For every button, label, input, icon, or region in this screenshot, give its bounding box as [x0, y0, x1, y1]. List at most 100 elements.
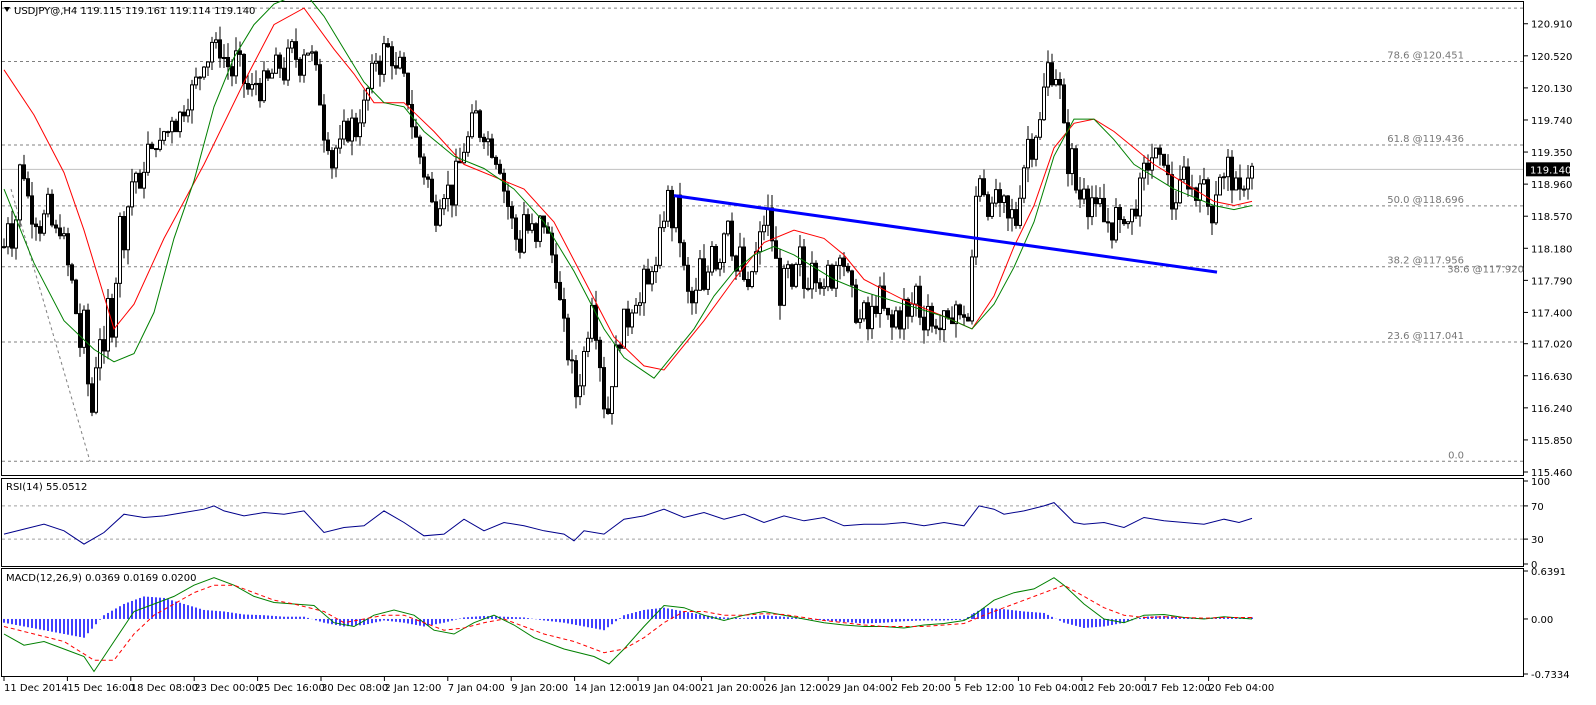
candle-body: [854, 284, 858, 323]
candle-body: [910, 303, 914, 317]
candle-body: [582, 350, 586, 387]
candle-body: [386, 43, 390, 48]
candle-body: [1122, 219, 1126, 225]
candle-body: [802, 246, 806, 289]
candle-body: [982, 178, 986, 196]
candle-body: [810, 262, 814, 290]
candle-body: [1086, 188, 1090, 218]
candle-body: [222, 56, 226, 59]
candle-body: [958, 304, 962, 316]
candle-body: [1218, 176, 1222, 196]
price-axis-label: 118.570: [1531, 212, 1572, 223]
candle-body: [350, 117, 354, 142]
candle-body: [522, 214, 526, 253]
candle-body: [870, 305, 874, 330]
candle-body: [1246, 177, 1250, 190]
fib-swing-line: [10, 188, 91, 462]
candle-body: [206, 61, 210, 68]
candle-body: [66, 233, 70, 266]
candle-body: [814, 262, 818, 284]
candle-body: [678, 194, 682, 244]
candle-body: [354, 117, 358, 138]
candle-body: [638, 302, 642, 306]
candle-body: [170, 120, 174, 133]
candle-body: [1194, 187, 1198, 201]
fib-extra-label: 38.6 @117.920: [1447, 265, 1524, 276]
candle-body: [1002, 195, 1006, 203]
price-axis-label: 120.910: [1531, 20, 1572, 31]
candle-body: [486, 138, 490, 143]
time-axis-label: 21 Jan 20:00: [701, 683, 764, 694]
candle-body: [1058, 78, 1062, 86]
fib-level-label: 38.2 @117.956: [1387, 256, 1464, 267]
current-price-text: 119.140: [1530, 165, 1571, 176]
candle-body: [1026, 138, 1030, 169]
candle-body: [1230, 156, 1234, 191]
candle-body: [234, 50, 238, 77]
candle-body: [74, 279, 78, 315]
candle-body: [142, 171, 146, 189]
price-axis-label: 118.180: [1531, 244, 1572, 255]
candle-body: [218, 39, 222, 59]
candle-body: [1126, 221, 1130, 225]
candle-body: [410, 103, 414, 128]
macd-axis-label: -0.7334: [1531, 670, 1570, 681]
candle-body: [262, 70, 266, 102]
candle-body: [1074, 148, 1078, 191]
candle-body: [970, 256, 974, 322]
candle-body: [942, 310, 946, 331]
candle-body: [1066, 122, 1070, 175]
candle-body: [578, 385, 582, 398]
candle-body: [442, 198, 446, 210]
candle-body: [1242, 188, 1246, 191]
candle-body: [886, 307, 890, 316]
time-axis-label: 23 Dec 00:00: [194, 683, 261, 694]
candle-body: [858, 318, 862, 323]
candle-body: [530, 223, 534, 231]
candle-body: [390, 46, 394, 67]
rsi-axis-label: 100: [1531, 477, 1550, 488]
triangle-down-icon[interactable]: [4, 7, 10, 12]
candle-body: [718, 262, 722, 270]
candle-body: [454, 160, 458, 206]
candle-body: [394, 65, 398, 69]
candle-body: [962, 314, 966, 318]
candle-body: [1070, 148, 1074, 175]
candle-body: [474, 110, 478, 114]
candle-body: [294, 41, 298, 60]
time-axis-label: 11 Dec 2014: [4, 683, 68, 694]
candle-body: [874, 305, 878, 314]
candle-body: [842, 257, 846, 267]
candle-body: [186, 109, 190, 117]
candle-body: [906, 298, 910, 317]
candle-body: [598, 339, 602, 369]
candle-body: [1010, 209, 1014, 219]
price-axis-label: 119.350: [1531, 148, 1572, 159]
candle-body: [314, 51, 318, 66]
candle-body: [466, 136, 470, 153]
candle-body: [278, 54, 282, 69]
candle-body: [514, 217, 518, 240]
candle-body: [538, 215, 542, 242]
candle-body: [818, 282, 822, 289]
candle-body: [726, 220, 730, 235]
macd-main-line: [3, 577, 1253, 673]
candle-body: [362, 99, 366, 124]
rsi-pane: 100 70 30 0: [2, 477, 1550, 571]
candle-body: [974, 195, 978, 258]
candle-body: [162, 131, 166, 141]
candle-body: [270, 72, 274, 79]
candle-body: [498, 163, 502, 174]
candle-body: [34, 223, 38, 228]
fib-level-label: 23.6 @117.041: [1387, 331, 1464, 342]
candle-body: [1042, 86, 1046, 121]
candle-body: [1022, 167, 1026, 199]
candle-body: [114, 282, 118, 338]
candle-body: [434, 201, 438, 226]
candle-body: [1054, 78, 1058, 86]
candle-body: [1082, 188, 1086, 200]
macd-axis-label: 0.00: [1531, 615, 1553, 626]
fib-level-label: 0.0: [1448, 450, 1464, 461]
